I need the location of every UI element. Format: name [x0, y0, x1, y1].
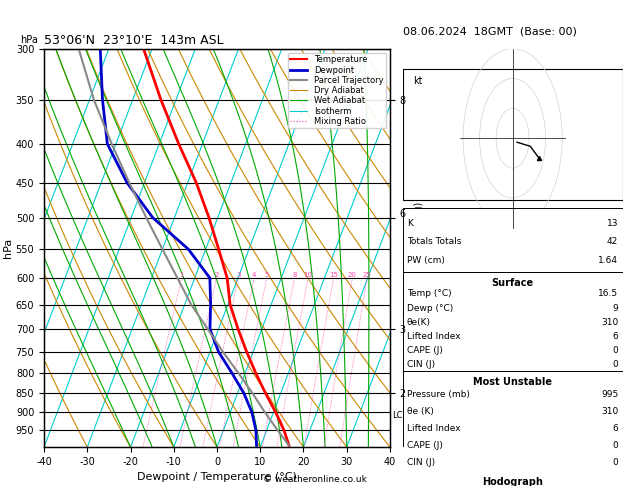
Text: 16.5: 16.5 [598, 290, 618, 298]
Text: PW (cm): PW (cm) [407, 256, 445, 265]
Text: 0: 0 [613, 441, 618, 450]
Text: 6: 6 [613, 332, 618, 341]
Text: 310: 310 [601, 407, 618, 417]
Text: 2: 2 [214, 272, 219, 278]
FancyBboxPatch shape [403, 371, 623, 473]
Text: Most Unstable: Most Unstable [473, 377, 552, 387]
Text: 15: 15 [329, 272, 338, 278]
Text: 53°06'N  23°10'E  143m ASL: 53°06'N 23°10'E 143m ASL [44, 35, 224, 48]
Text: Hodograph: Hodograph [482, 477, 543, 486]
FancyBboxPatch shape [403, 272, 623, 373]
Text: θe(K): θe(K) [407, 318, 431, 327]
X-axis label: Dewpoint / Temperature (°C): Dewpoint / Temperature (°C) [137, 472, 297, 483]
Text: 5: 5 [265, 272, 269, 278]
Text: 08.06.2024  18GMT  (Base: 00): 08.06.2024 18GMT (Base: 00) [403, 27, 576, 36]
Text: Mixing Ratio (g/kg): Mixing Ratio (g/kg) [415, 202, 424, 294]
Y-axis label: hPa: hPa [3, 238, 13, 258]
Text: 10: 10 [304, 272, 313, 278]
Text: 0: 0 [613, 346, 618, 355]
Text: 25: 25 [363, 272, 372, 278]
Text: CIN (J): CIN (J) [407, 458, 435, 467]
Text: 8: 8 [292, 272, 297, 278]
Text: Pressure (mb): Pressure (mb) [407, 390, 470, 399]
Text: 4: 4 [252, 272, 257, 278]
Text: © weatheronline.co.uk: © weatheronline.co.uk [262, 474, 367, 484]
Text: Lifted Index: Lifted Index [407, 332, 460, 341]
Text: 6: 6 [613, 424, 618, 434]
Text: CAPE (J): CAPE (J) [407, 441, 443, 450]
Text: 20: 20 [348, 272, 357, 278]
Text: 13: 13 [607, 219, 618, 228]
Legend: Temperature, Dewpoint, Parcel Trajectory, Dry Adiabat, Wet Adiabat, Isotherm, Mi: Temperature, Dewpoint, Parcel Trajectory… [288, 53, 386, 128]
Text: 995: 995 [601, 390, 618, 399]
Text: 9: 9 [613, 304, 618, 312]
FancyBboxPatch shape [403, 471, 623, 486]
Text: kt: kt [414, 76, 423, 87]
FancyBboxPatch shape [403, 208, 623, 272]
Text: 0: 0 [613, 360, 618, 369]
Text: 1: 1 [179, 272, 184, 278]
Text: 3: 3 [236, 272, 240, 278]
Text: 42: 42 [607, 237, 618, 246]
Text: Dewp (°C): Dewp (°C) [407, 304, 454, 312]
Text: 1.64: 1.64 [598, 256, 618, 265]
Text: CAPE (J): CAPE (J) [407, 346, 443, 355]
Text: Totals Totals: Totals Totals [407, 237, 461, 246]
Text: hPa: hPa [19, 35, 38, 45]
Text: θe (K): θe (K) [407, 407, 434, 417]
FancyBboxPatch shape [403, 69, 623, 200]
Text: LCL: LCL [392, 412, 407, 420]
Text: Temp (°C): Temp (°C) [407, 290, 452, 298]
Text: K: K [407, 219, 413, 228]
Text: Lifted Index: Lifted Index [407, 424, 460, 434]
Text: 0: 0 [613, 458, 618, 467]
Text: Surface: Surface [492, 278, 533, 288]
Text: CIN (J): CIN (J) [407, 360, 435, 369]
Text: 310: 310 [601, 318, 618, 327]
